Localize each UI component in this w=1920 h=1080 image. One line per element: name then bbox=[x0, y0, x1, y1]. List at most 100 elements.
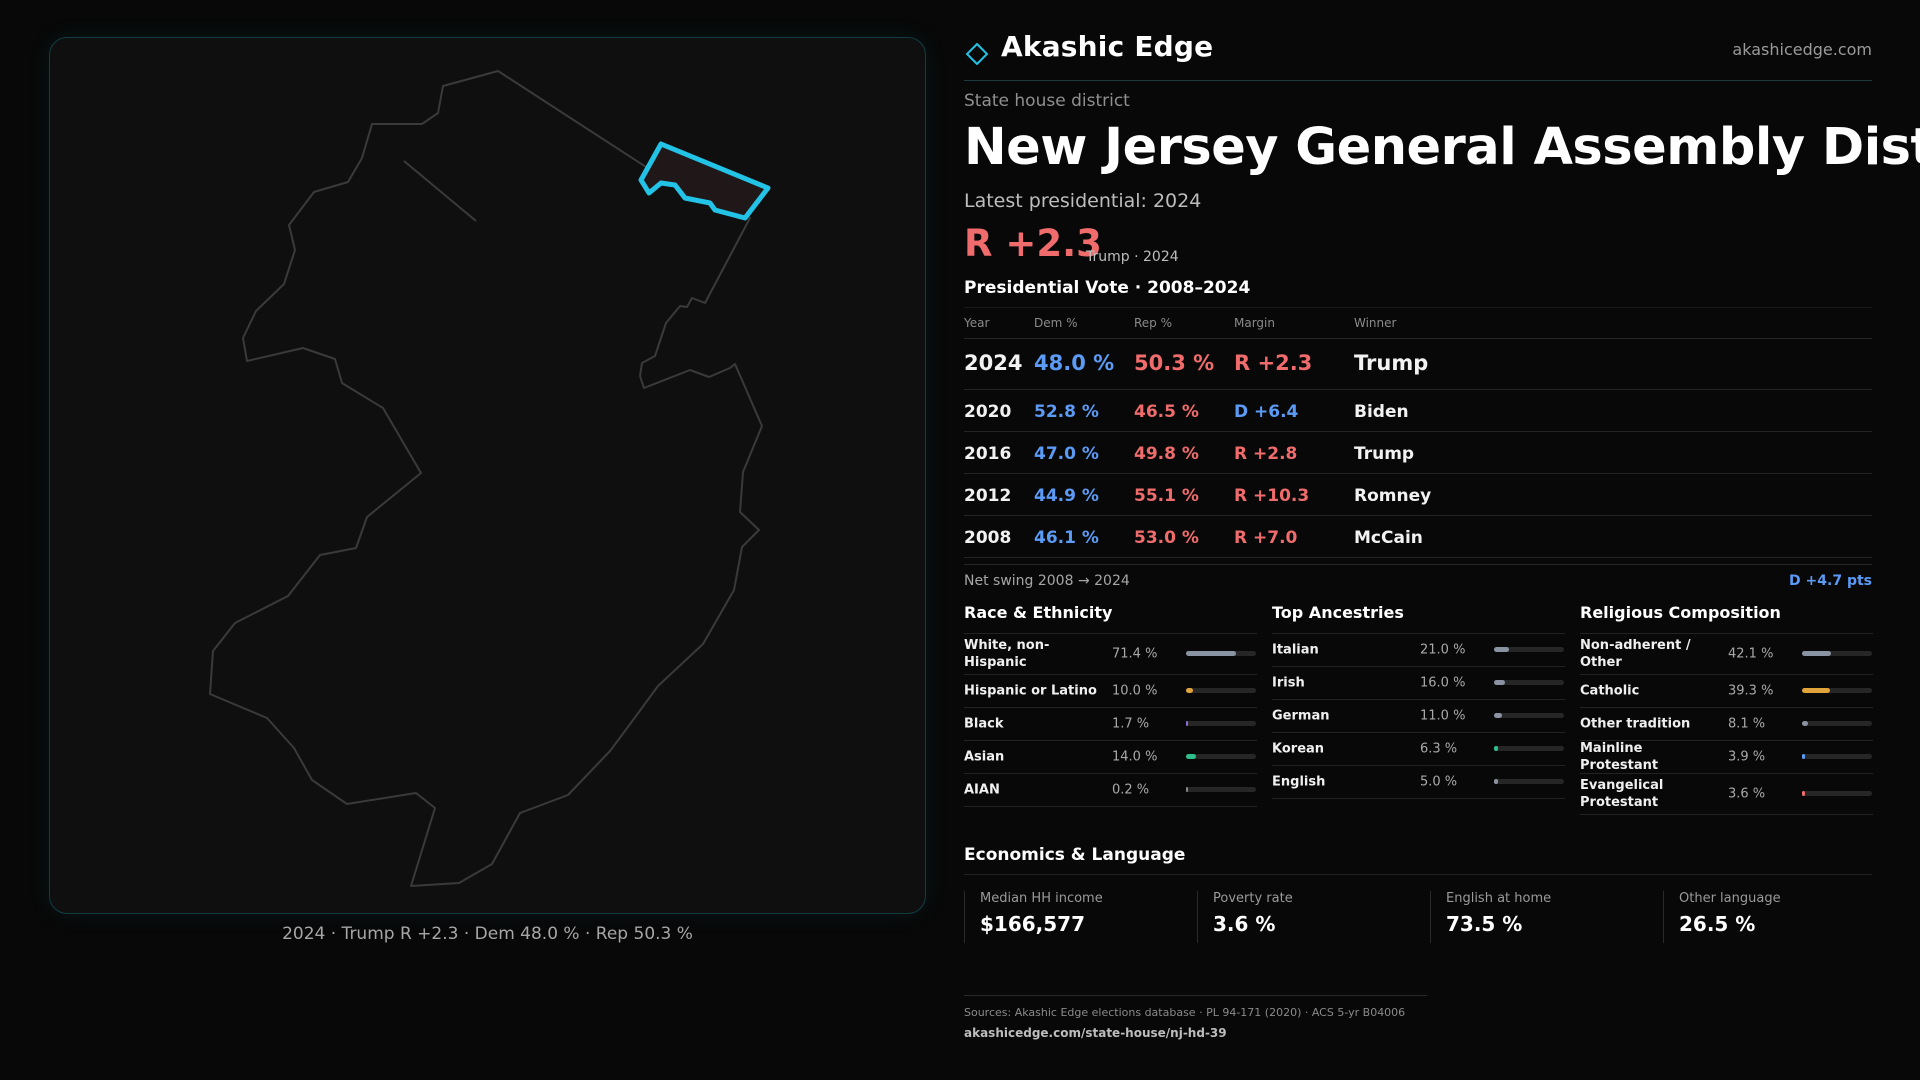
row-year: 2016 bbox=[964, 444, 1012, 464]
row-margin: R +10.3 bbox=[1234, 486, 1310, 506]
item-value: 3.9 % bbox=[1728, 749, 1766, 765]
net-swing-value: D +4.7 pts bbox=[1789, 573, 1872, 589]
stat-value: $166,577 bbox=[980, 912, 1086, 936]
highlighted-district bbox=[638, 141, 771, 221]
item-label: Irish bbox=[1272, 675, 1305, 691]
item-value: 14.0 % bbox=[1112, 749, 1158, 765]
row-year: 2024 bbox=[964, 351, 1023, 375]
item-label: AIAN bbox=[964, 782, 1000, 798]
list-item: Italian 21.0 % bbox=[1272, 634, 1565, 667]
stat-label: English at home bbox=[1446, 891, 1552, 906]
item-bar-fill bbox=[1802, 791, 1805, 796]
list-item: Hispanic or Latino 10.0 % bbox=[964, 675, 1257, 708]
row-dem: 48.0 % bbox=[1034, 351, 1115, 375]
list-item: Mainline Protestant 3.9 % bbox=[1580, 741, 1873, 774]
item-bar-fill bbox=[1186, 721, 1188, 726]
state-outline bbox=[209, 70, 763, 887]
col-margin: Margin bbox=[1234, 316, 1275, 330]
item-bar bbox=[1802, 754, 1872, 759]
item-bar bbox=[1494, 680, 1564, 685]
presidential-table-title: Presidential Vote · 2008–2024 bbox=[964, 278, 1251, 298]
table-row: 2016 47.0 % 49.8 % R +2.8 Trump bbox=[964, 432, 1872, 474]
item-bar bbox=[1494, 779, 1564, 784]
sources-text: Sources: Akashic Edge elections database… bbox=[964, 1006, 1406, 1019]
item-value: 0.2 % bbox=[1112, 782, 1150, 798]
item-value: 3.6 % bbox=[1728, 786, 1766, 802]
item-label: Other tradition bbox=[1580, 716, 1691, 732]
stat-cell: English at home 73.5 % bbox=[1430, 891, 1652, 943]
item-bar-fill bbox=[1494, 647, 1509, 652]
list-item: Korean 6.3 % bbox=[1272, 733, 1565, 766]
item-label: Non-adherent / Other bbox=[1580, 638, 1691, 670]
item-value: 6.3 % bbox=[1420, 741, 1458, 757]
map-caption: 2024 · Trump R +2.3 · Dem 48.0 % · Rep 5… bbox=[282, 924, 693, 944]
net-swing-label: Net swing 2008 → 2024 bbox=[964, 573, 1130, 589]
sources-footer: Sources: Akashic Edge elections database… bbox=[964, 995, 1427, 1040]
ancestry-section: Top Ancestries Italian 21.0 % Irish 16.0… bbox=[1272, 603, 1565, 799]
row-winner: Trump bbox=[1354, 351, 1429, 375]
row-margin: D +6.4 bbox=[1234, 402, 1299, 422]
table-row: 2012 44.9 % 55.1 % R +10.3 Romney bbox=[964, 474, 1872, 516]
table-row: 2008 46.1 % 53.0 % R +7.0 McCain bbox=[964, 516, 1872, 558]
religion-section: Religious Composition Non-adherent / Oth… bbox=[1580, 603, 1873, 815]
item-bar bbox=[1494, 713, 1564, 718]
item-label: Black bbox=[964, 716, 1004, 732]
item-bar bbox=[1186, 787, 1256, 792]
item-bar-fill bbox=[1494, 713, 1502, 718]
list-item: Other tradition 8.1 % bbox=[1580, 708, 1873, 741]
brand-name: Akashic Edge bbox=[1001, 30, 1214, 63]
diamond-logo-icon bbox=[966, 43, 988, 65]
item-bar bbox=[1186, 721, 1256, 726]
stat-cell: Other language 26.5 % bbox=[1663, 891, 1885, 943]
list-item: German 11.0 % bbox=[1272, 700, 1565, 733]
stat-label: Poverty rate bbox=[1213, 891, 1293, 906]
economics-row: Median HH income $166,577 Poverty rate 3… bbox=[964, 874, 1872, 951]
page-title: New Jersey General Assembly District bbox=[964, 118, 1920, 177]
row-winner: Biden bbox=[1354, 402, 1409, 422]
row-rep: 46.5 % bbox=[1134, 402, 1199, 422]
item-bar bbox=[1494, 647, 1564, 652]
item-value: 10.0 % bbox=[1112, 683, 1158, 699]
table-header: Year Dem % Rep % Margin Winner bbox=[964, 307, 1872, 339]
item-bar-fill bbox=[1494, 680, 1506, 685]
row-dem: 44.9 % bbox=[1034, 486, 1099, 506]
stat-value: 3.6 % bbox=[1213, 912, 1276, 936]
item-label: White, non-Hispanic bbox=[964, 638, 1050, 670]
row-rep: 55.1 % bbox=[1134, 486, 1199, 506]
col-winner: Winner bbox=[1354, 316, 1397, 330]
section-title: Top Ancestries bbox=[1272, 603, 1565, 634]
item-value: 21.0 % bbox=[1420, 642, 1466, 658]
race-ethnicity-section: Race & Ethnicity White, non-Hispanic 71.… bbox=[964, 603, 1257, 807]
table-row: 2020 52.8 % 46.5 % D +6.4 Biden bbox=[964, 390, 1872, 432]
brand-url-link[interactable]: akashicedge.com bbox=[1732, 40, 1872, 59]
item-bar-fill bbox=[1494, 746, 1499, 751]
stat-cell: Median HH income $166,577 bbox=[964, 891, 1186, 943]
item-bar bbox=[1186, 688, 1256, 693]
item-bar bbox=[1494, 746, 1564, 751]
list-item: Non-adherent / Other 42.1 % bbox=[1580, 634, 1873, 675]
item-label: Asian bbox=[964, 749, 1005, 765]
item-bar-fill bbox=[1802, 651, 1832, 656]
stat-cell: Poverty rate 3.6 % bbox=[1197, 891, 1419, 943]
row-margin: R +2.8 bbox=[1234, 444, 1298, 464]
item-label: Italian bbox=[1272, 642, 1319, 658]
item-label: Korean bbox=[1272, 741, 1325, 757]
item-bar-fill bbox=[1802, 721, 1808, 726]
row-winner: McCain bbox=[1354, 528, 1423, 548]
permalink[interactable]: akashicedge.com/state-house/nj-hd-39 bbox=[964, 1026, 1227, 1040]
row-year: 2008 bbox=[964, 528, 1012, 548]
table-row: 2024 48.0 % 50.3 % R +2.3 Trump bbox=[964, 339, 1872, 390]
latest-presidential-label: Latest presidential: 2024 bbox=[964, 190, 1202, 212]
item-value: 1.7 % bbox=[1112, 716, 1150, 732]
list-item: Evangelical Protestant 3.6 % bbox=[1580, 774, 1873, 815]
list-item: White, non-Hispanic 71.4 % bbox=[964, 634, 1257, 675]
row-dem: 46.1 % bbox=[1034, 528, 1099, 548]
state-outline-map bbox=[209, 70, 771, 887]
row-rep: 50.3 % bbox=[1134, 351, 1215, 375]
item-label: Evangelical Protestant bbox=[1580, 778, 1664, 810]
stat-label: Median HH income bbox=[980, 891, 1103, 906]
detail-panel: Akashic Edge akashicedge.com State house… bbox=[964, 0, 1920, 1080]
row-margin: R +2.3 bbox=[1234, 351, 1313, 375]
section-title: Race & Ethnicity bbox=[964, 603, 1257, 634]
row-dem: 52.8 % bbox=[1034, 402, 1099, 422]
